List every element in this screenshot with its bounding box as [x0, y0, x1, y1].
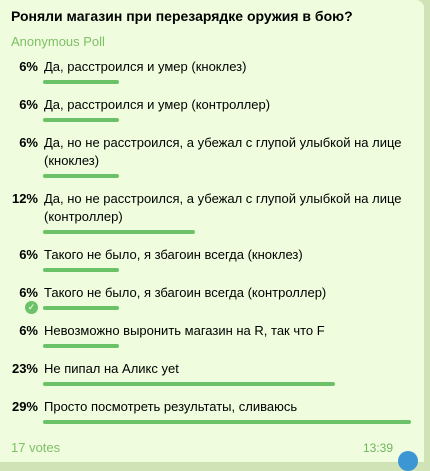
poll-option-bar	[43, 230, 195, 234]
poll-option-percent: 29%	[11, 399, 38, 414]
poll-option: 6% Да, расстроился и умер (кноклез)	[0, 58, 424, 96]
poll-option-bar	[43, 118, 119, 122]
poll-option: 6% Да, но не расстроился, а убежал с глуп…	[0, 134, 424, 190]
poll-option-bar	[43, 382, 335, 386]
poll-option-bar	[43, 306, 119, 310]
poll-option-text: Да, но не расстроился, а убежал с глупой…	[44, 191, 402, 224]
poll-option: 6% Да, расстроился и умер (контроллер)	[0, 96, 424, 134]
poll-option: 29% Просто посмотреть результаты, сливаюс…	[0, 398, 424, 436]
chat-background-strip	[424, 0, 430, 462]
poll-message-bubble: Роняли магазин при перезарядке оружия в …	[0, 0, 424, 462]
message-time: 13:39	[363, 441, 394, 455]
poll-option: 12% Да, но не расстроился, а убежал с глу…	[0, 190, 424, 246]
poll-option-percent: 12%	[11, 191, 38, 206]
poll-option-text: Такого не было, я збагоин всегда (контро…	[44, 285, 327, 300]
poll-option-percent: 6%	[19, 323, 38, 338]
poll-option: 6% Невозможно выронить магазин на R, так …	[0, 322, 424, 360]
poll-option-percent: 6%	[19, 247, 38, 262]
poll-option-percent: 23%	[11, 361, 38, 376]
check-icon: ✓	[25, 301, 38, 314]
poll-option-bar	[43, 80, 119, 84]
poll-option-text: Да, расстроился и умер (кноклез)	[44, 59, 247, 74]
poll-option-percent: 6%	[19, 135, 38, 150]
poll-option-text: Такого не было, я збагоин всегда (кнокле…	[44, 247, 303, 262]
poll-option-text: Просто посмотреть результаты, сливаюсь	[44, 399, 298, 414]
poll-option-percent: 6%	[19, 97, 38, 112]
votes-count[interactable]: 17 votes	[11, 440, 61, 455]
poll-option: 6% Такого не было, я збагоин всегда (кнок…	[0, 246, 424, 284]
poll-option-bar	[43, 268, 119, 272]
poll-option-percent: 6%	[19, 285, 38, 300]
poll-option-percent: 6%	[19, 59, 38, 74]
poll-option: 6% Такого не было, я збагоин всегда (конт…	[0, 284, 424, 322]
poll-option-text: Не пипал на Аликс yet	[44, 361, 179, 376]
circle-icon[interactable]	[398, 451, 418, 471]
poll-option-text: Да, расстроился и умер (контроллер)	[44, 97, 271, 112]
poll-option-text: Да, но не расстроился, а убежал с глупой…	[44, 135, 402, 168]
poll-option: 23% Не пипал на Аликс yet	[0, 360, 424, 398]
poll-question: Роняли магазин при перезарядке оружия в …	[11, 8, 353, 24]
poll-option-bar	[43, 174, 119, 178]
poll-type-label: Anonymous Poll	[11, 34, 105, 49]
poll-option-text: Невозможно выронить магазин на R, так чт…	[44, 323, 325, 338]
poll-option-bar	[43, 344, 119, 348]
poll-option-bar	[43, 420, 411, 424]
